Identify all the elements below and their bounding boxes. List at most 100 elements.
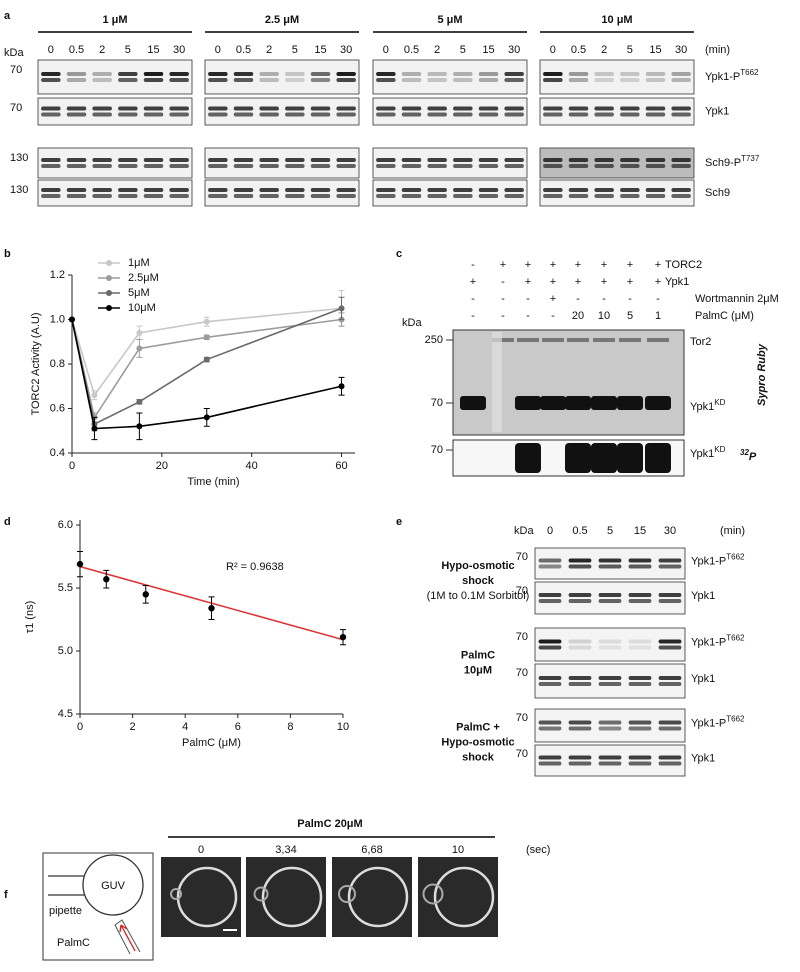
band xyxy=(66,106,87,111)
blot-frame xyxy=(539,147,695,179)
band-label: Ypk1KD xyxy=(690,445,726,460)
band xyxy=(645,158,666,162)
group-label: shock xyxy=(462,575,495,587)
point xyxy=(142,591,149,598)
concentration-label: 1 μM xyxy=(102,14,127,26)
band xyxy=(92,78,112,82)
band xyxy=(310,72,331,76)
band xyxy=(671,112,691,117)
band xyxy=(478,112,499,117)
band xyxy=(41,72,61,76)
time-label: 0.5 xyxy=(571,44,586,56)
blot-frame xyxy=(534,581,686,615)
lane-sign: + xyxy=(525,276,531,288)
band xyxy=(143,158,164,162)
time-label: 0.5 xyxy=(572,525,587,537)
band xyxy=(208,188,228,192)
band xyxy=(568,682,592,686)
band xyxy=(620,112,640,117)
band xyxy=(598,564,622,569)
band xyxy=(427,106,447,111)
band xyxy=(169,112,189,117)
band xyxy=(478,78,499,82)
lane-sign: - xyxy=(471,293,475,305)
time-label: 2 xyxy=(434,44,440,56)
band xyxy=(538,761,562,766)
band xyxy=(143,164,164,168)
point xyxy=(203,334,210,341)
flow-channel xyxy=(114,919,141,955)
point xyxy=(91,425,98,432)
band xyxy=(538,720,562,725)
band xyxy=(336,72,356,76)
band xyxy=(143,194,164,198)
band xyxy=(543,164,563,168)
lane-sign: + xyxy=(575,276,581,288)
band xyxy=(169,78,189,82)
micrograph xyxy=(332,857,412,937)
vesicle-outline xyxy=(347,866,409,928)
time-label: 0 xyxy=(550,44,556,56)
kda-label: kDa xyxy=(514,525,534,537)
mw-marker: 70 xyxy=(516,551,528,563)
time-label: 0 xyxy=(198,844,204,856)
band xyxy=(671,158,691,162)
lane-sign: + xyxy=(655,259,661,271)
point xyxy=(69,316,75,323)
blot xyxy=(534,708,686,743)
band xyxy=(504,106,524,111)
blot xyxy=(204,59,360,95)
band xyxy=(658,593,682,597)
time-label: 5 xyxy=(607,525,613,537)
pipette-bulge xyxy=(253,886,269,902)
mw-marker: 70 xyxy=(431,444,443,456)
time-label: 0 xyxy=(215,44,221,56)
band xyxy=(453,72,473,76)
band xyxy=(233,164,254,168)
band xyxy=(310,112,331,117)
band xyxy=(538,755,562,760)
band xyxy=(504,158,524,162)
blot xyxy=(204,179,360,207)
blot xyxy=(372,147,528,179)
row-label: Sch9 xyxy=(705,187,730,199)
blot xyxy=(372,97,528,126)
legend-marker xyxy=(106,275,112,281)
legend-marker xyxy=(106,305,112,311)
annotation: R² = 0.9638 xyxy=(226,561,284,573)
band xyxy=(568,599,592,603)
band xyxy=(143,106,164,111)
lane-sign: - xyxy=(526,293,530,305)
band xyxy=(427,164,447,168)
lane-sign: + xyxy=(575,259,581,271)
row-label: Ypk1 xyxy=(691,590,715,602)
band xyxy=(336,106,356,111)
row-label: Ypk1-PT662 xyxy=(691,552,745,567)
time-label: 10 xyxy=(452,844,464,856)
band xyxy=(310,164,331,168)
legend-label: 1μM xyxy=(128,257,150,269)
time-label: 30 xyxy=(508,44,520,56)
mw-marker: 70 xyxy=(516,748,528,760)
band xyxy=(478,158,499,162)
band xyxy=(310,106,331,111)
band xyxy=(310,188,331,192)
group-label: PalmC + xyxy=(456,721,500,733)
band xyxy=(169,164,189,168)
band xyxy=(658,558,682,563)
lane-sign: + xyxy=(500,259,506,271)
blot-frame xyxy=(372,59,528,95)
panel-label: a xyxy=(4,10,11,22)
condition-label: Ypk1 xyxy=(665,276,689,288)
blot-frame xyxy=(204,59,360,95)
blot xyxy=(534,627,686,662)
band xyxy=(453,194,473,198)
group-sublabel: (1M to 0.1M Sorbitol) xyxy=(427,590,530,602)
band xyxy=(427,158,447,162)
time-label: 5 xyxy=(125,44,131,56)
band xyxy=(567,338,589,342)
blot xyxy=(372,179,528,207)
y-tick-label: 5.5 xyxy=(58,582,73,594)
row-label: Ypk1-PT662 xyxy=(691,633,745,648)
